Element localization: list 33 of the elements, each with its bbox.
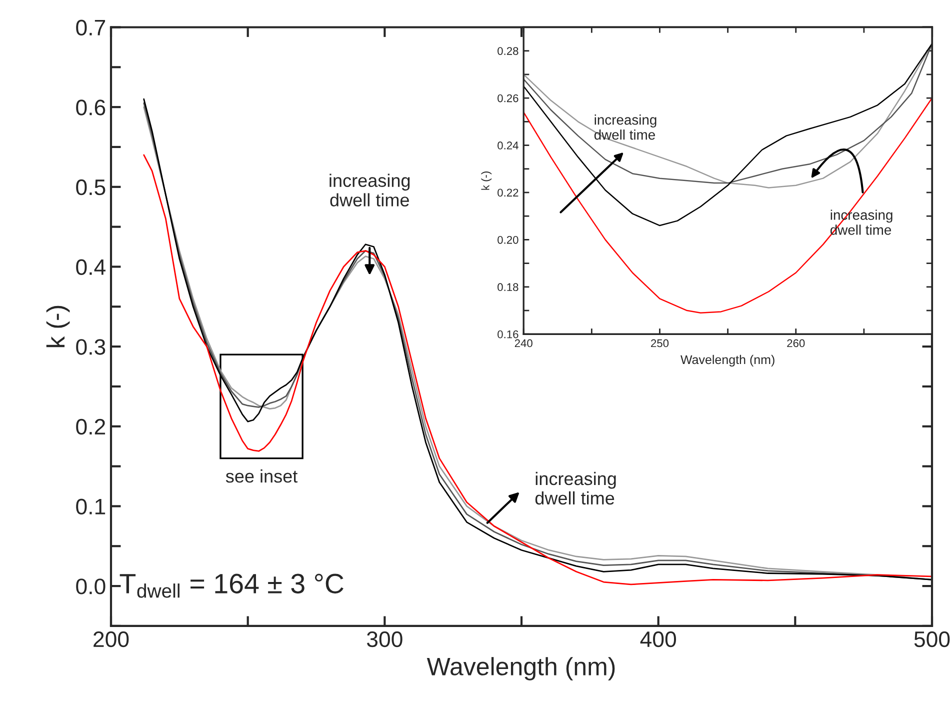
y-tick-label: 0.3 [76,339,106,355]
annotation: increasing dwell time [594,114,656,140]
y-axis-title: k (-) [46,306,70,348]
y-tick-label: 0.0 [76,578,106,594]
line-series [524,43,932,226]
x-tick-label: 300 [366,631,402,648]
y-tick-label: 0.4 [76,259,106,275]
annotation: see inset [226,469,298,483]
y-tick-label: 0.6 [76,100,106,116]
x-tick-label: 200 [94,631,129,648]
line-series [524,97,932,314]
x-tick-label: 400 [640,631,676,648]
x-tick-label: 500 [914,631,950,648]
y-tick-label: 0.24 [498,142,518,150]
y-tick-label: 0.20 [498,236,518,244]
y-tick-label: 0.5 [76,179,106,196]
y-tick-label: 0.7 [76,20,106,36]
annotation: increasing dwell time [535,472,616,505]
y-tick-label: 0.2 [76,418,106,435]
x-axis-title: Wavelength (nm) [680,354,774,367]
x-tick-label: 260 [787,339,805,348]
y-tick-label: 0.26 [498,94,518,102]
y-tick-label: 0.16 [498,330,518,338]
y-tick-label: 0.1 [76,498,106,514]
y-axis-title: k (-) [481,172,492,190]
x-axis-title: Wavelength (nm) [426,657,615,680]
y-tick-label: 0.18 [498,283,518,292]
annotation: T$_{dwell}$ = 164 ± 3 °C [120,574,344,598]
annotation: increasing dwell time [330,174,410,206]
y-tick-label: 0.22 [498,188,518,197]
x-tick-label: 250 [651,339,669,348]
x-tick-label: 240 [514,339,532,348]
y-tick-label: 0.28 [498,47,518,55]
